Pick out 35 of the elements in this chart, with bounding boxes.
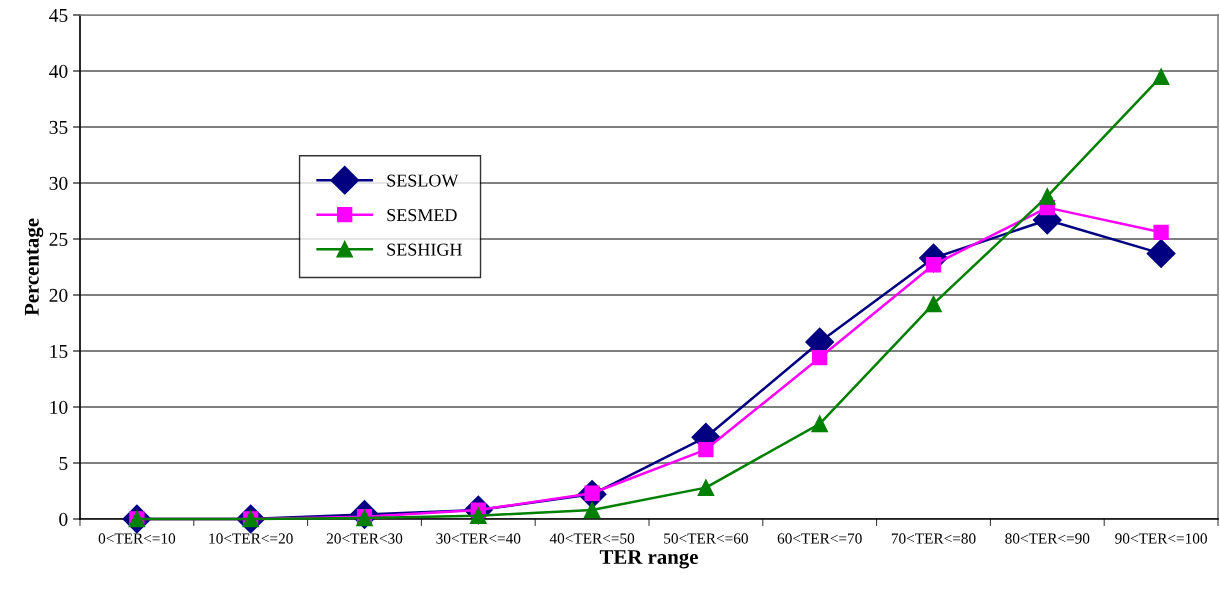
y-tick-label: 15: [50, 344, 68, 358]
point: [925, 295, 942, 313]
x-tick-label: 10<TER<=20: [209, 533, 293, 544]
x-tick-label: 90<TER<=100: [1115, 533, 1207, 544]
x-tick-label: 40<TER<=50: [549, 533, 635, 544]
x-tick-label: 50<TER<=60: [664, 533, 748, 544]
y-axis-title: Percentage: [24, 218, 44, 316]
x-tick-label: 30<TER<=40: [436, 533, 521, 544]
y-tick-label: 45: [49, 8, 68, 22]
y-tick-label: 25: [49, 232, 68, 246]
x-tick-label: 70<TER<=80: [891, 533, 976, 544]
y-tick-label: 40: [49, 64, 68, 78]
legend-label: SESMED: [387, 209, 457, 222]
y-tick-label: 20: [49, 288, 68, 302]
legend-label: SESLOW: [387, 174, 459, 187]
legend-label: SESHIGH: [387, 243, 462, 256]
x-tick-label: 80<TER<=90: [1005, 533, 1090, 544]
y-tick-label: 5: [59, 457, 68, 470]
point: [1153, 224, 1169, 240]
point: [812, 350, 828, 366]
x-axis-title: TER range: [599, 550, 698, 569]
x-tick-label: 20<TER<30: [326, 533, 403, 544]
point: [583, 501, 601, 519]
y-tick-label: 10: [50, 400, 68, 414]
x-tick-label: 0<TER<=10: [98, 533, 176, 544]
y-tick-label: 0: [59, 512, 68, 526]
y-tick-label: 35: [49, 120, 68, 134]
y-tick-label: 30: [49, 176, 68, 190]
point: [1146, 239, 1176, 269]
point: [1152, 68, 1170, 85]
point: [698, 441, 714, 458]
point: [1038, 188, 1056, 205]
x-tick-label: 60<TER<=70: [777, 533, 862, 544]
point: [697, 479, 715, 496]
point: [811, 415, 829, 433]
